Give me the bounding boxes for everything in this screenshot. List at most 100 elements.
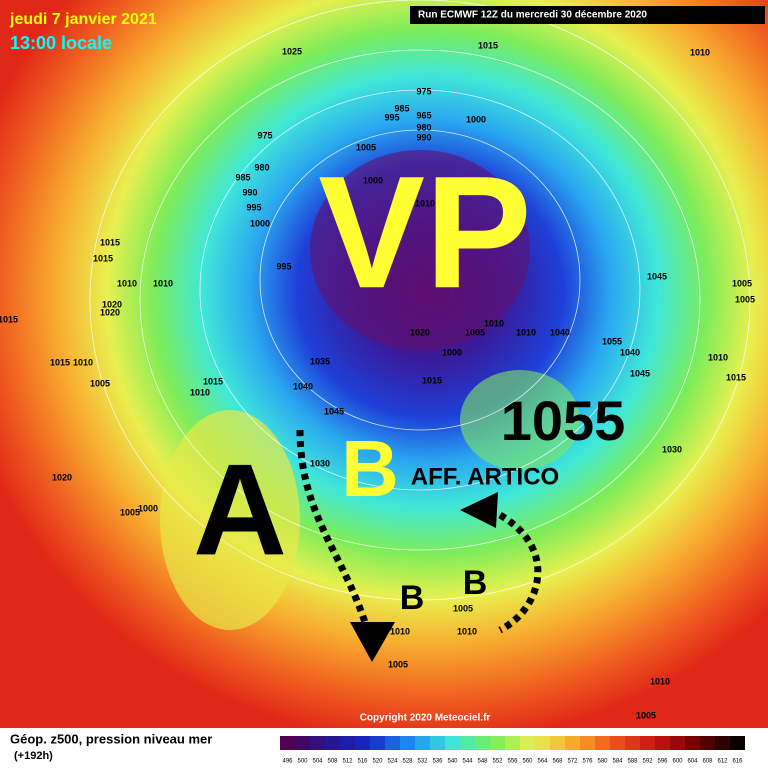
isobar-label: 1015 xyxy=(50,357,70,367)
copyright: Copyright 2020 Meteociel.fr xyxy=(360,713,491,724)
low-label: B xyxy=(463,564,488,602)
scale-swatch xyxy=(700,736,715,750)
field xyxy=(0,0,768,728)
scale-swatch xyxy=(295,736,310,750)
isobar-label: 1015 xyxy=(203,376,223,386)
isobar-label: 1010 xyxy=(650,676,670,686)
scale-swatch xyxy=(565,736,580,750)
isobar-label: 1000 xyxy=(466,114,486,124)
scale-label: 528 xyxy=(402,759,413,765)
scale-swatch xyxy=(595,736,610,750)
isobar-label: 965 xyxy=(416,110,431,120)
isobar-label: 1055 xyxy=(602,336,622,346)
high-blob xyxy=(460,370,580,470)
isobar-label: 1040 xyxy=(550,327,570,337)
isobar-label: 1045 xyxy=(324,406,344,416)
run-bg xyxy=(410,6,765,24)
ridge xyxy=(160,410,300,630)
isobar-label: 1025 xyxy=(282,46,302,56)
isobar-label: 975 xyxy=(416,86,431,96)
low-label: B xyxy=(341,424,399,513)
isobar-label: 1015 xyxy=(0,314,18,324)
isobar-label: 1005 xyxy=(120,507,140,517)
isobar-label: 1010 xyxy=(690,47,710,57)
scale-label: 580 xyxy=(597,759,608,765)
isobar-label: 1010 xyxy=(190,387,210,397)
isobar-label: 1030 xyxy=(662,444,682,454)
scale-swatch xyxy=(715,736,730,750)
scale-swatch xyxy=(280,736,295,750)
isobar-label: 1020 xyxy=(102,299,122,309)
scale-swatch xyxy=(445,736,460,750)
isobar-label: 980 xyxy=(254,162,269,172)
contours xyxy=(89,0,751,601)
scale-label: 596 xyxy=(657,759,668,765)
isobar-label: 1005 xyxy=(453,603,473,613)
scale-swatch xyxy=(370,736,385,750)
scale-label: 544 xyxy=(462,759,473,765)
scale-swatch xyxy=(430,736,445,750)
isobar-label: 990 xyxy=(242,187,257,197)
scale-label: 604 xyxy=(687,759,698,765)
scale-label: 500 xyxy=(297,759,308,765)
scale-label: 560 xyxy=(522,759,533,765)
isobar-label: 1010 xyxy=(516,327,536,337)
scale-swatch xyxy=(415,736,430,750)
scale-label: 564 xyxy=(537,759,548,765)
scale-swatch xyxy=(460,736,475,750)
isobar-label: 1030 xyxy=(310,458,330,468)
scale-label: 584 xyxy=(612,759,623,765)
isobar-label: 1005 xyxy=(465,327,485,337)
vortex-label: VP xyxy=(318,142,531,321)
isobar-label: 1015 xyxy=(93,253,113,263)
scale-label: 588 xyxy=(627,759,638,765)
scale-swatch xyxy=(505,736,520,750)
isobar-label: 985 xyxy=(394,103,409,113)
scale-swatch xyxy=(520,736,535,750)
isobar-label: 1015 xyxy=(478,40,498,50)
scale-label: 540 xyxy=(447,759,458,765)
scale-swatch xyxy=(490,736,505,750)
arrow-head xyxy=(460,492,498,528)
scale-label: 512 xyxy=(342,759,353,765)
scale-label: 576 xyxy=(582,759,593,765)
scale-label: 592 xyxy=(642,759,653,765)
arrows xyxy=(296,429,542,641)
scale-label: 536 xyxy=(432,759,443,765)
note: AFF. ARTICO xyxy=(411,463,559,490)
scale-swatch xyxy=(580,736,595,750)
date: jeudi 7 janvier 2021 xyxy=(9,11,157,28)
scale-label: 612 xyxy=(717,759,728,765)
isobar-label: 995 xyxy=(276,261,291,271)
isobar-label: 1010 xyxy=(484,318,504,328)
isobar-label: 1005 xyxy=(636,710,656,720)
scale-swatch xyxy=(655,736,670,750)
vortex-core xyxy=(310,150,530,350)
scale-label: 556 xyxy=(507,759,518,765)
scale-label: 568 xyxy=(552,759,563,765)
isobar-label: 1035 xyxy=(310,356,330,366)
field-name: Géop. z500, pression niveau mer xyxy=(10,731,212,746)
scale-label: 608 xyxy=(702,759,713,765)
isobar-label: 1045 xyxy=(630,368,650,378)
isobar-label: 1005 xyxy=(732,278,752,288)
isobar-label: 1005 xyxy=(90,378,110,388)
isobar-label: 975 xyxy=(257,130,272,140)
scale-label: 532 xyxy=(417,759,428,765)
scale-swatch xyxy=(355,736,370,750)
isobar-label: 1000 xyxy=(363,175,383,185)
scale-swatch xyxy=(310,736,325,750)
scale-swatch xyxy=(610,736,625,750)
isobar-label: 1000 xyxy=(250,218,270,228)
isobar-label: 1005 xyxy=(356,142,376,152)
isobar-label: 1010 xyxy=(153,278,173,288)
isobar-label: 1010 xyxy=(457,626,477,636)
scale-label: 496 xyxy=(282,759,293,765)
scale-swatch xyxy=(385,736,400,750)
scale-swatch xyxy=(340,736,355,750)
scale-label: 524 xyxy=(387,759,398,765)
scale-swatch xyxy=(670,736,685,750)
pressure-annotation: 1055 xyxy=(501,389,626,452)
isobar-label: 1015 xyxy=(422,375,442,385)
